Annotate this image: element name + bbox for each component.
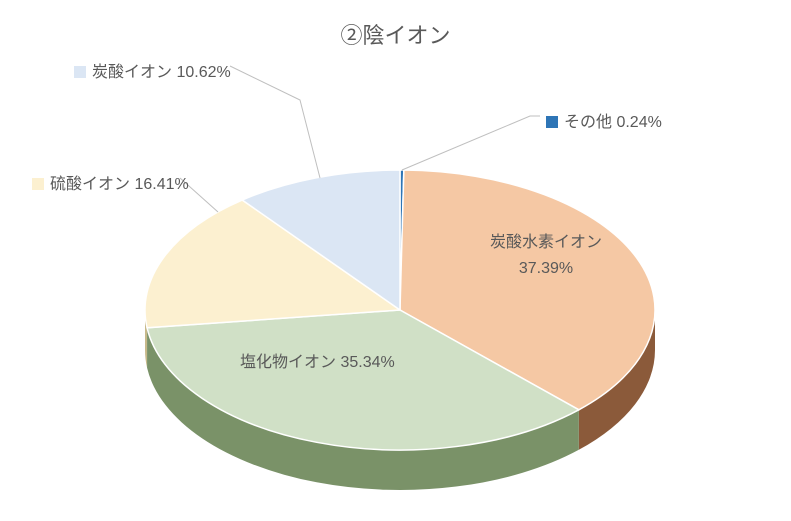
slice-label-text: 硫酸イオン 16.41% — [50, 176, 189, 193]
legend-swatch-硫酸イオン — [32, 178, 44, 190]
slice-label-その他: その他 0.24% — [546, 108, 662, 132]
slice-label-text: 炭酸イオン 10.62% — [92, 64, 231, 81]
leader-line-炭酸イオン — [230, 66, 320, 178]
legend-swatch-炭酸イオン — [74, 66, 86, 78]
slice-label-塩化物イオン: 塩化物イオン 35.34% — [240, 350, 395, 376]
legend-swatch-その他 — [546, 116, 558, 128]
slice-label-硫酸イオン: 硫酸イオン 16.41% — [32, 170, 189, 194]
slice-label-炭酸水素イオン: 炭酸水素イオン37.39% — [490, 230, 602, 281]
leader-line-その他 — [402, 116, 540, 170]
slice-label-text: その他 0.24% — [564, 114, 662, 131]
slice-label-炭酸イオン: 炭酸イオン 10.62% — [74, 58, 231, 82]
